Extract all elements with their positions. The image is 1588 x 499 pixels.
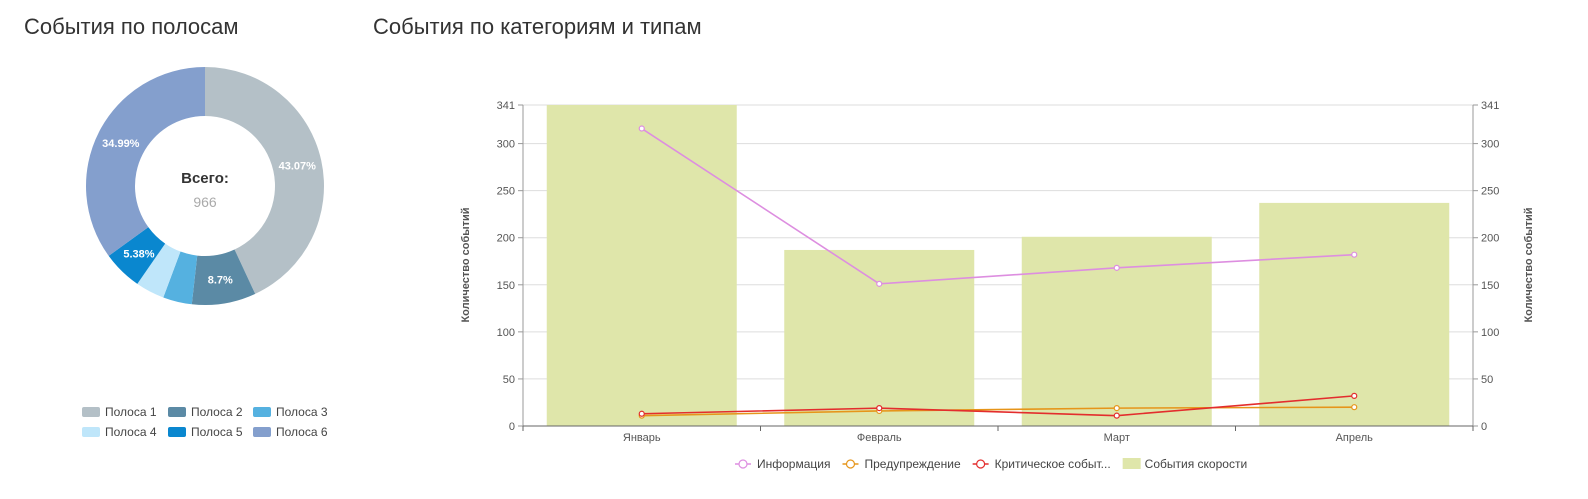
data-point[interactable] bbox=[1351, 392, 1358, 399]
data-point[interactable] bbox=[638, 410, 645, 417]
legend-item[interactable]: Предупреждение bbox=[842, 457, 961, 471]
legend-label: Критическое событ... bbox=[995, 457, 1111, 471]
data-point[interactable] bbox=[1113, 405, 1120, 412]
legend-circle-marker bbox=[738, 459, 748, 469]
donut-slice[interactable] bbox=[137, 243, 181, 298]
series-line bbox=[641, 127, 1355, 285]
legend-label: Полоса 4 bbox=[105, 425, 157, 439]
donut-center-value: 966 bbox=[193, 194, 217, 210]
donut-chart: 43.07% 8.7% 5.38% 34.99% Всего: 966 bbox=[86, 67, 324, 306]
legend-bar-marker bbox=[1122, 458, 1141, 469]
legend-swatch bbox=[82, 427, 100, 437]
legend-swatch bbox=[168, 407, 186, 417]
donut-legend-item[interactable]: Полоса 2 bbox=[168, 405, 253, 419]
donut-slice-label: 5.38% bbox=[123, 249, 154, 261]
donut-slice-label: 43.07% bbox=[279, 161, 317, 173]
y-tick-label: 0 bbox=[509, 421, 515, 433]
data-point[interactable] bbox=[1113, 412, 1120, 419]
donut-slice[interactable] bbox=[163, 251, 198, 305]
y-axis-label-left: Количество событий bbox=[460, 207, 472, 322]
donut-legend-item[interactable]: Полоса 1 bbox=[82, 405, 168, 419]
donut-legend: Полоса 1 Полоса 2 Полоса 3 Полоса 4 Полоса 5… bbox=[82, 405, 342, 439]
y-tick-label: 200 bbox=[497, 233, 515, 245]
legend-circle-marker bbox=[845, 459, 856, 469]
bar-chart-title: События по категориям и типам bbox=[373, 14, 702, 39]
donut-slice[interactable] bbox=[86, 67, 205, 256]
x-tick-label: Апрель bbox=[1336, 432, 1374, 444]
x-tick-label: Март bbox=[1104, 432, 1130, 444]
legend-item[interactable]: Критическое событ... bbox=[972, 457, 1111, 471]
legend-label: События скорости bbox=[1145, 457, 1247, 471]
data-point[interactable] bbox=[638, 125, 645, 132]
bar[interactable] bbox=[546, 105, 737, 426]
donut-legend-item[interactable]: Полоса 6 bbox=[253, 425, 338, 439]
legend-item[interactable]: Информация bbox=[735, 457, 830, 471]
y-tick-label: 250 bbox=[497, 186, 515, 198]
legend-circle-marker bbox=[976, 459, 986, 469]
y-axis-label-right: Количество событий bbox=[1523, 207, 1535, 322]
legend-label: Полоса 6 bbox=[276, 425, 328, 439]
donut-slice-label: 34.99% bbox=[102, 138, 140, 150]
x-tick-label: Февраль bbox=[857, 432, 902, 444]
legend-label: Полоса 5 bbox=[191, 425, 243, 439]
data-point[interactable] bbox=[1113, 264, 1120, 271]
donut-slice[interactable] bbox=[205, 67, 324, 294]
y-tick-label-right: 100 bbox=[1481, 327, 1499, 339]
donut-center-label: Всего: bbox=[181, 170, 229, 187]
x-tick-label: Январь bbox=[623, 432, 661, 444]
donut-chart-title: События по полосам bbox=[24, 14, 239, 39]
bar[interactable] bbox=[784, 249, 975, 426]
donut-slice[interactable] bbox=[191, 249, 256, 306]
legend-swatch bbox=[253, 407, 271, 417]
y-tick-label-right: 50 bbox=[1481, 374, 1493, 386]
y-tick-label-right: 250 bbox=[1481, 186, 1499, 198]
legend-swatch bbox=[253, 427, 271, 437]
y-tick-label-right: 150 bbox=[1481, 280, 1499, 292]
legend-label: Полоса 3 bbox=[276, 405, 328, 419]
donut-legend-item[interactable]: Полоса 4 bbox=[82, 425, 168, 439]
y-tick-label-right: 300 bbox=[1481, 139, 1499, 151]
y-tick-label-right: 341 bbox=[1481, 100, 1499, 112]
y-tick-label: 50 bbox=[503, 374, 515, 386]
legend-label: Полоса 1 bbox=[105, 405, 157, 419]
y-tick-label-right: 200 bbox=[1481, 233, 1499, 245]
data-point[interactable] bbox=[876, 405, 883, 412]
y-tick-label: 341 bbox=[497, 100, 515, 112]
y-tick-label: 300 bbox=[497, 139, 515, 151]
legend-swatch bbox=[168, 427, 186, 437]
series-line bbox=[641, 395, 1355, 417]
donut-slice[interactable] bbox=[108, 227, 166, 284]
donut-legend-item[interactable]: Полоса 5 bbox=[168, 425, 253, 439]
bar[interactable] bbox=[1259, 202, 1450, 426]
legend-label: Информация bbox=[757, 457, 830, 471]
legend-label: Предупреждение bbox=[864, 457, 960, 471]
data-point[interactable] bbox=[1351, 251, 1358, 258]
data-point[interactable] bbox=[1351, 404, 1358, 411]
donut-slice-label: 8.7% bbox=[208, 274, 233, 286]
series-line bbox=[641, 406, 1355, 417]
donut-legend-item[interactable]: Полоса 3 bbox=[253, 405, 338, 419]
data-point[interactable] bbox=[876, 280, 883, 287]
legend-item[interactable]: События скорости bbox=[1122, 457, 1247, 471]
legend-swatch bbox=[82, 407, 100, 417]
combo-chart: 0 0 50 50 100 100 150 150 200 200 250 250 300 300 341 3… bbox=[460, 100, 1535, 471]
y-tick-label: 150 bbox=[497, 280, 515, 292]
legend-label: Полоса 2 bbox=[191, 405, 243, 419]
y-tick-label: 100 bbox=[497, 327, 515, 339]
y-tick-label-right: 0 bbox=[1481, 421, 1487, 433]
